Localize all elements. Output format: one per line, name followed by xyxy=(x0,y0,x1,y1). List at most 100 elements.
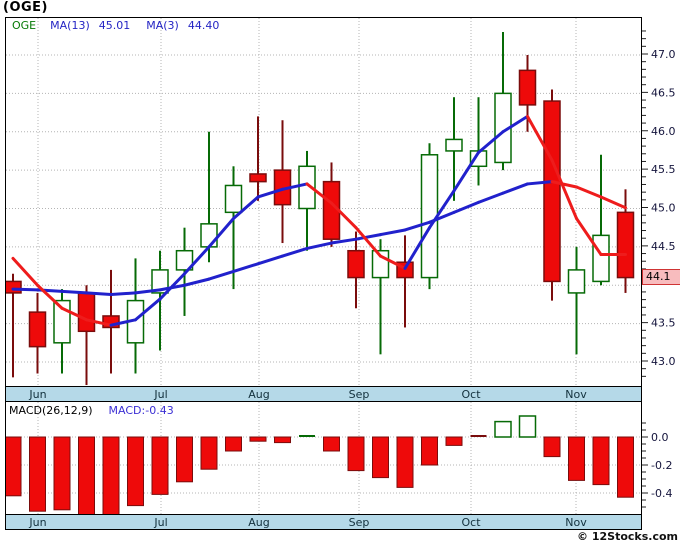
month-label-oct: Oct xyxy=(461,516,481,529)
candle-down xyxy=(28,311,47,348)
macd-month-axis: Jun Jul Aug Sep Oct Nov xyxy=(5,514,642,530)
ma3-line-segment xyxy=(330,201,358,230)
macd-axis-label: -0.4 xyxy=(651,487,672,500)
price-chart-pane xyxy=(5,17,642,387)
price-axis-label: 47.0 xyxy=(651,48,676,61)
month-label-nov: Nov xyxy=(565,516,587,529)
macd-bar-flat xyxy=(299,435,315,437)
ma13-line-segment xyxy=(354,233,382,241)
ma13-line-segment xyxy=(109,291,137,296)
macd-bar-negative xyxy=(421,436,438,466)
price-axis-label: 45.5 xyxy=(651,163,676,176)
ma3-line-segment xyxy=(60,306,88,322)
ma13-line-segment xyxy=(477,191,505,204)
macd-bar-negative xyxy=(617,436,634,498)
macd-bar-negative xyxy=(176,436,193,483)
candle-up xyxy=(445,138,463,152)
ma13-value: 45.01 xyxy=(98,19,131,32)
ma3-line-segment xyxy=(207,216,235,249)
ma3-line-segment xyxy=(256,187,284,199)
candle-down xyxy=(543,100,561,283)
macd-chart-canvas xyxy=(6,402,641,514)
macd-bar-negative xyxy=(53,436,71,511)
price-axis-label: 45.0 xyxy=(651,202,676,215)
macd-bar-negative xyxy=(274,436,291,444)
ma3-label: MA(3) xyxy=(146,19,179,32)
ma3-line-segment xyxy=(11,256,39,287)
price-axis-label: 46.0 xyxy=(651,125,676,138)
month-label-aug: Aug xyxy=(248,516,270,529)
macd-bar-negative xyxy=(6,436,22,497)
month-label-sep: Sep xyxy=(348,388,370,401)
macd-pane xyxy=(5,401,642,515)
ma13-line-segment xyxy=(305,241,333,250)
chart-legend: OGE MA(13) 45.01 MA(3) 44.40 xyxy=(12,19,235,32)
macd-bar-flat xyxy=(470,435,487,437)
month-label-jul: Jul xyxy=(154,516,168,529)
ma3-line-segment xyxy=(232,195,260,220)
candle-up xyxy=(298,165,316,210)
candle-down xyxy=(249,173,267,183)
ma13-line-segment xyxy=(501,182,529,195)
candlestick-chart-canvas xyxy=(6,18,641,386)
price-axis-label: 43.0 xyxy=(651,355,676,368)
macd-axis-label: 0.0 xyxy=(651,431,669,444)
ma3-line-segment xyxy=(158,272,186,301)
ma13-line-segment xyxy=(575,185,603,199)
macd-value-label: MACD:-0.43 xyxy=(108,404,174,417)
ma3-line-segment xyxy=(550,158,578,220)
month-label-jul: Jul xyxy=(154,388,168,401)
price-axis-label: 46.5 xyxy=(651,86,676,99)
macd-bar-positive xyxy=(494,420,512,438)
ma3-line-segment xyxy=(305,182,333,205)
macd-bar-positive xyxy=(518,415,537,438)
ma3-line-segment xyxy=(575,216,603,257)
macd-bar-negative xyxy=(102,436,120,514)
macd-bar-negative xyxy=(127,436,144,507)
macd-bar-negative xyxy=(78,436,95,514)
ma13-line-segment xyxy=(85,291,113,296)
ma13-line-segment xyxy=(134,288,162,295)
month-label-sep: Sep xyxy=(348,516,370,529)
ma13-line-segment xyxy=(379,228,407,237)
macd-bar-negative xyxy=(372,436,389,479)
ma13-line-segment xyxy=(232,262,260,273)
candle-up xyxy=(151,269,169,294)
month-label-jun: Jun xyxy=(29,388,47,401)
price-axis-label: 44.5 xyxy=(651,240,676,253)
macd-bar-negative xyxy=(347,436,365,472)
ma13-line-segment xyxy=(452,200,480,214)
macd-bar-negative xyxy=(323,436,340,452)
ma13-line-segment xyxy=(60,289,88,295)
ma3-line-segment xyxy=(379,254,407,270)
ma3-line-segment xyxy=(354,226,382,258)
copyright-watermark: © 12Stocks.com xyxy=(577,530,678,543)
ma13-line-segment xyxy=(207,269,235,281)
ma13-line-segment xyxy=(183,277,211,287)
ma3-line-segment xyxy=(501,114,529,134)
ma3-line-segment xyxy=(403,226,431,270)
ma13-line-segment xyxy=(550,180,578,189)
ma3-line-segment xyxy=(109,318,137,327)
ma3-line-segment xyxy=(477,130,505,154)
last-price-tag: 44.1 xyxy=(642,269,680,285)
macd-bar-negative xyxy=(151,436,169,495)
ma3-line-segment xyxy=(85,318,113,327)
month-label-oct: Oct xyxy=(461,388,481,401)
candle-down xyxy=(102,315,120,329)
macd-bar-negative xyxy=(249,436,267,442)
candle-up xyxy=(224,184,243,214)
ticker-symbol: OGE xyxy=(12,19,37,32)
ma13-line-segment xyxy=(11,287,39,292)
ma3-value: 44.40 xyxy=(187,19,220,32)
month-label-jun: Jun xyxy=(29,516,47,529)
page-title: (OGE) xyxy=(3,0,48,15)
month-label-aug: Aug xyxy=(248,388,270,401)
ma13-line-segment xyxy=(330,237,358,245)
candle-down xyxy=(6,280,22,294)
ma3-line-segment xyxy=(183,245,211,276)
ma13-line-segment xyxy=(526,180,554,186)
macd-bar-negative xyxy=(568,436,585,481)
macd-bar-negative xyxy=(592,436,610,486)
ma13-label: MA(13) xyxy=(50,19,90,32)
